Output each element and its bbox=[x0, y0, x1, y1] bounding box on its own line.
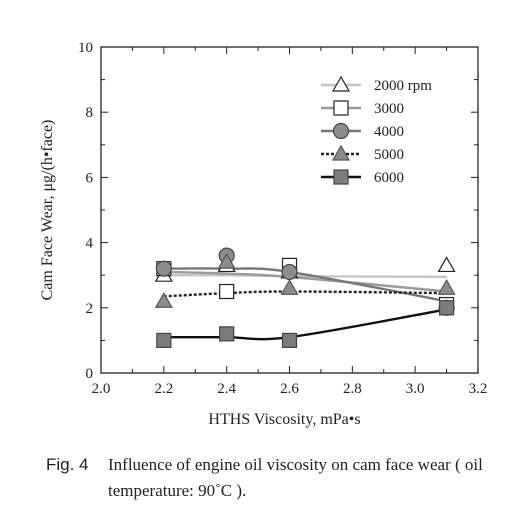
legend-label-4: 5000 bbox=[374, 147, 404, 163]
x-axis-title: HTHS Viscosity, mPa•s bbox=[208, 411, 360, 428]
x-tick-label: 2.4 bbox=[217, 381, 236, 397]
data-point-series-5 bbox=[219, 326, 235, 342]
x-tick-label: 2.0 bbox=[92, 381, 111, 397]
series-line-2 bbox=[163, 270, 447, 293]
legend-marker-5 bbox=[333, 169, 349, 185]
legend-label-1: 2000 rpm bbox=[374, 78, 432, 94]
data-point-series-3 bbox=[155, 260, 172, 277]
figure-caption-text: Influence of engine oil viscosity on cam… bbox=[108, 455, 483, 500]
plot-frame bbox=[100, 46, 479, 374]
data-point-series-5 bbox=[438, 300, 455, 316]
x-tick-label: 2.8 bbox=[343, 381, 362, 397]
data-point-series-1 bbox=[437, 256, 456, 273]
legend-marker-2 bbox=[333, 100, 349, 116]
legend-marker-3 bbox=[332, 122, 350, 140]
data-point-series-3 bbox=[281, 263, 298, 281]
x-tick-label: 3.2 bbox=[469, 381, 488, 397]
data-point-series-4 bbox=[437, 279, 456, 295]
y-tick-label: 2 bbox=[86, 301, 94, 317]
legend-marker-1 bbox=[331, 75, 351, 92]
data-point-series-2 bbox=[219, 283, 235, 300]
x-tick-label: 3.0 bbox=[406, 381, 425, 397]
data-point-series-4 bbox=[154, 292, 173, 308]
data-point-series-4 bbox=[280, 279, 299, 295]
chart: 2.0 2.2 2.4 2.6 2.8 3.0 3.2 0 2 4 6 8 10 HTHS Viscosi… bbox=[39, 40, 488, 428]
series-line-5 bbox=[163, 308, 447, 341]
y-axis-title: Cam Face Wear, μg/(h•face) bbox=[39, 120, 56, 301]
series-line-4 bbox=[163, 290, 447, 298]
x-tick-label: 2.6 bbox=[280, 381, 299, 397]
y-tick-label: 8 bbox=[86, 105, 94, 121]
data-point-series-5 bbox=[281, 332, 298, 348]
figure-label: Fig. 4 bbox=[46, 455, 89, 474]
y-tick-label: 0 bbox=[86, 366, 94, 382]
legend-label-2: 3000 bbox=[374, 101, 404, 117]
data-point-series-4 bbox=[217, 252, 236, 269]
data-point-series-5 bbox=[156, 332, 172, 348]
y-tick-label: 10 bbox=[78, 40, 93, 56]
legend-marker-4 bbox=[331, 144, 351, 161]
legend-label-5: 6000 bbox=[374, 170, 404, 186]
y-tick-label: 6 bbox=[86, 170, 94, 186]
legend-label-3: 4000 bbox=[374, 124, 404, 140]
y-tick-label: 4 bbox=[86, 236, 94, 252]
x-tick-label: 2.2 bbox=[154, 381, 173, 397]
